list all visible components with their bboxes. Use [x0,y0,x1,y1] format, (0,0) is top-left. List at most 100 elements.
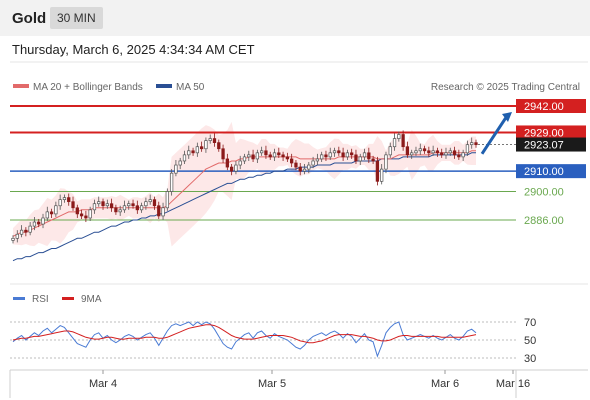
candle-body [307,164,311,170]
candles [11,130,478,244]
x-axis: Mar 4 Mar 5 Mar 6 Mar 16 [89,370,530,390]
ma20-legend-label: MA 20 + Bollinger Bands [33,82,143,93]
forecast-arrow-head [502,112,512,122]
candle-body [268,154,272,158]
candle-body [328,152,332,158]
candle-body [302,168,307,172]
candle-body [251,154,255,160]
candle-body [264,150,268,156]
candle-body [358,156,362,162]
candle-body [169,172,174,192]
candle-body [122,205,127,211]
candle-body [152,199,157,207]
rsi-ma-line [12,324,477,344]
candle-body [290,158,294,164]
candle-body [350,152,354,156]
chart-header: Gold 30 MIN [0,0,590,36]
x-tick-label: Mar 16 [496,378,530,390]
instrument-title: Gold [12,10,47,27]
candle-body [178,160,182,166]
candle-body [225,158,229,168]
candle-body [272,152,277,158]
candle-body [435,150,440,154]
x-tick-label: Mar 4 [89,378,117,390]
rsi-line [12,321,477,358]
candle-body [165,191,169,209]
candle-body [131,203,135,207]
rsi-grid: 70 50 30 [10,317,536,365]
candle-body [62,197,67,200]
candle-body [148,199,152,203]
candle-body [440,152,444,156]
candle-body [375,160,380,182]
candle-body [324,154,328,158]
candle-body [367,152,371,160]
candle-body [217,142,221,150]
candle-body [474,142,478,146]
rsi-ma-legend-label: 9MA [81,294,102,305]
candle-body [384,154,388,170]
candle-body [28,225,32,233]
candle-body [457,154,461,158]
timeframe-badge[interactable]: 30 MIN [50,7,103,29]
candle-body [24,229,28,233]
level-label-bg-2929.00 [516,125,586,140]
candle-body [92,203,97,211]
candle-body [255,152,259,160]
candle-body [157,205,161,217]
candle-body [199,146,204,150]
candle-body [32,221,37,227]
candle-body [392,138,397,148]
candle-body [277,152,281,156]
candle-body [444,152,448,156]
candle-body [298,166,302,172]
candle-body [37,221,41,225]
candle-body [230,166,234,172]
x-tick-label: Mar 5 [258,378,286,390]
candle-body [54,205,58,215]
candle-body [84,215,88,219]
candle-body [448,150,452,154]
ma50-legend-label: MA 50 [176,82,205,93]
forecast-arrow [480,112,512,155]
candle-body [212,138,217,143]
candle-body [470,142,474,146]
candle-body [49,211,54,215]
candle-body [182,154,187,162]
candle-body [315,158,320,162]
candle-body [118,209,122,213]
candle-body [234,164,238,172]
candle-body [311,160,315,166]
candle-body [174,164,178,174]
candle-body [405,146,410,156]
bollinger-bands [13,121,476,247]
candle-body [88,209,92,219]
level-label-2910.00: 2910.00 [524,166,564,178]
candle-body [431,150,435,154]
candle-body [67,197,71,203]
level-label-bg-2942.00 [516,99,586,113]
candle-body [144,201,148,207]
candle-body [247,154,251,158]
bollinger-band-area [13,121,476,247]
level-label-2900.00: 2900.00 [524,187,564,199]
candle-body [208,138,212,141]
candle-body [204,140,208,150]
candle-body [187,150,191,156]
candle-body [397,134,401,139]
candle-body [79,213,84,217]
candle-body [260,150,264,154]
ma50-legend-swatch [156,84,172,88]
candle-body [41,217,45,225]
candle-body [161,207,165,217]
candle-body [427,150,431,154]
candle-body [281,154,285,158]
rsi-legend-label: RSI [32,294,49,305]
candle-body [341,152,345,158]
candle-body [380,168,384,182]
candle-body [401,134,405,148]
candle-body [221,148,225,160]
candle-body [139,205,144,211]
candle-body [285,156,290,160]
